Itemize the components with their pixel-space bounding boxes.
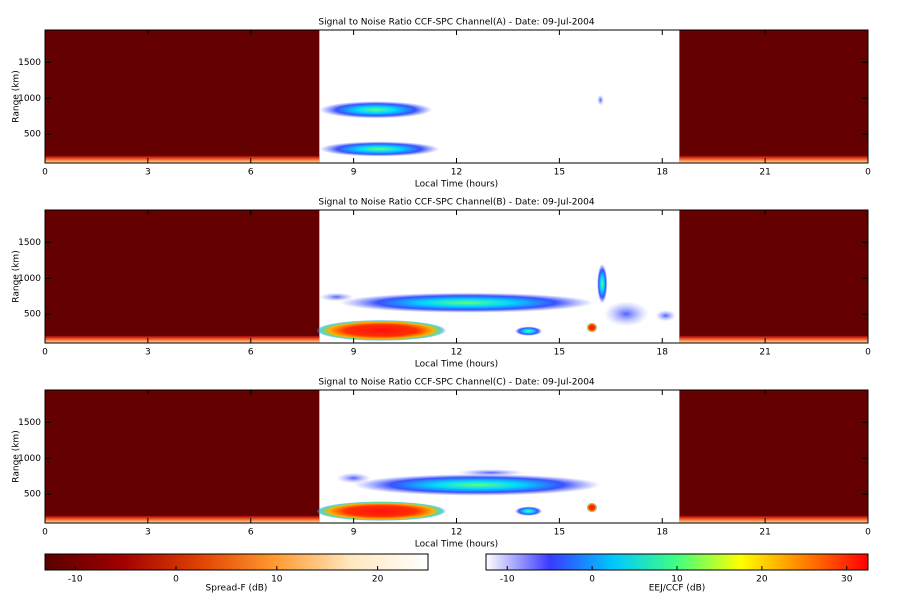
x-tick-label: 18 bbox=[657, 348, 669, 358]
x-tick-label: 3 bbox=[145, 348, 151, 358]
y-tick-label: 1500 bbox=[18, 58, 41, 68]
y-tick-label: 1000 bbox=[18, 274, 41, 284]
x-tick-label: 18 bbox=[657, 528, 669, 538]
spread-f-region bbox=[679, 390, 868, 523]
y-axis-label: Range (km) bbox=[12, 250, 22, 302]
echo-region bbox=[514, 326, 543, 336]
x-tick-label: 12 bbox=[451, 168, 462, 178]
floor-echo bbox=[679, 335, 868, 343]
floor-echo bbox=[45, 515, 320, 523]
x-tick-label: 0 bbox=[42, 528, 48, 538]
echo-region bbox=[336, 472, 371, 484]
y-tick-label: 1000 bbox=[18, 454, 41, 464]
colorbar-tick-label: -10 bbox=[500, 575, 515, 585]
x-axis-label: Local Time (hours) bbox=[415, 360, 498, 370]
echo-region bbox=[319, 101, 433, 119]
colorbar-tick-label: 20 bbox=[756, 575, 768, 585]
x-tick-label: 0 bbox=[42, 348, 48, 358]
spread-f-region bbox=[45, 390, 320, 523]
colorbar-label: Spread-F (dB) bbox=[206, 584, 268, 594]
echo-region bbox=[603, 301, 649, 327]
y-tick-label: 500 bbox=[24, 310, 41, 320]
spread-f-region bbox=[679, 30, 868, 163]
y-tick-label: 500 bbox=[24, 130, 41, 140]
x-tick-label: 21 bbox=[759, 168, 770, 178]
echo-region bbox=[586, 322, 598, 333]
x-tick-label: 6 bbox=[248, 348, 254, 358]
echo-region bbox=[655, 309, 676, 322]
echo-region bbox=[597, 94, 604, 106]
echo-region bbox=[315, 319, 447, 341]
floor-echo bbox=[679, 155, 868, 163]
x-tick-label: 21 bbox=[759, 528, 770, 538]
x-tick-label: 9 bbox=[351, 348, 357, 358]
chart-title: Signal to Noise Ratio CCF-SPC Channel(A)… bbox=[318, 18, 594, 28]
y-tick-label: 1000 bbox=[18, 94, 41, 104]
echo-region bbox=[339, 292, 594, 313]
x-axis-label: Local Time (hours) bbox=[415, 540, 498, 550]
x-tick-label: 3 bbox=[145, 168, 151, 178]
echo-region bbox=[319, 292, 354, 302]
x-tick-label: 12 bbox=[451, 348, 462, 358]
echo-region bbox=[597, 263, 608, 304]
y-tick-label: 1500 bbox=[18, 418, 41, 428]
x-tick-label: 0 bbox=[865, 168, 871, 178]
echo-region bbox=[456, 469, 526, 477]
colorbar-tick-label: 30 bbox=[841, 575, 853, 585]
x-tick-label: 0 bbox=[865, 348, 871, 358]
colorbar-tick-label: -10 bbox=[68, 575, 83, 585]
colorbar: -10 0 10 20 Spread-F (dB) bbox=[44, 553, 429, 594]
panel: 0 3 6 9 12 15 18 21 0 500 1000 1500 Signal to Noise … bbox=[12, 198, 872, 370]
y-axis-label: Range (km) bbox=[12, 430, 22, 482]
spread-f-region bbox=[679, 210, 868, 343]
colorbar-tick-label: 10 bbox=[271, 575, 283, 585]
x-tick-label: 18 bbox=[657, 168, 669, 178]
x-tick-label: 6 bbox=[248, 528, 254, 538]
echo-region bbox=[315, 501, 447, 521]
x-tick-label: 15 bbox=[554, 168, 565, 178]
colorbar-scale bbox=[44, 553, 429, 571]
x-tick-label: 0 bbox=[865, 528, 871, 538]
y-tick-label: 500 bbox=[24, 490, 41, 500]
spread-f-region bbox=[45, 210, 320, 343]
x-tick-label: 12 bbox=[451, 528, 462, 538]
colorbar-tick-label: 0 bbox=[589, 575, 595, 585]
y-tick-label: 1500 bbox=[18, 238, 41, 248]
colorbar-tick-label: 0 bbox=[173, 575, 179, 585]
y-axis-label: Range (km) bbox=[12, 70, 22, 122]
echo-region bbox=[319, 141, 440, 157]
floor-echo bbox=[679, 515, 868, 523]
x-tick-label: 0 bbox=[42, 168, 48, 178]
colorbar-tick-label: 20 bbox=[372, 575, 384, 585]
colorbar-tick-label: 10 bbox=[671, 575, 683, 585]
panel: 0 3 6 9 12 15 18 21 0 500 1000 1500 Signal to Noise … bbox=[12, 18, 872, 190]
x-tick-label: 15 bbox=[554, 348, 565, 358]
echo-region bbox=[586, 502, 598, 513]
chart-title: Signal to Noise Ratio CCF-SPC Channel(C)… bbox=[318, 378, 595, 388]
x-tick-label: 21 bbox=[759, 348, 770, 358]
echo-region bbox=[353, 474, 601, 496]
x-tick-label: 6 bbox=[248, 168, 254, 178]
panel: 0 3 6 9 12 15 18 21 0 500 1000 1500 Signal to Noise … bbox=[12, 378, 872, 550]
x-tick-label: 9 bbox=[351, 528, 357, 538]
colorbar: -10 0 10 20 30 EEJ/CCF (dB) bbox=[485, 553, 869, 594]
echo-region bbox=[514, 506, 543, 516]
floor-echo bbox=[45, 155, 320, 163]
x-tick-label: 15 bbox=[554, 528, 565, 538]
colorbar-label: EEJ/CCF (dB) bbox=[649, 584, 706, 594]
floor-echo bbox=[45, 335, 320, 343]
chart-title: Signal to Noise Ratio CCF-SPC Channel(B)… bbox=[318, 198, 594, 208]
x-axis-label: Local Time (hours) bbox=[415, 180, 498, 190]
x-tick-label: 9 bbox=[351, 168, 357, 178]
x-tick-label: 3 bbox=[145, 528, 151, 538]
spread-f-region bbox=[45, 30, 320, 163]
